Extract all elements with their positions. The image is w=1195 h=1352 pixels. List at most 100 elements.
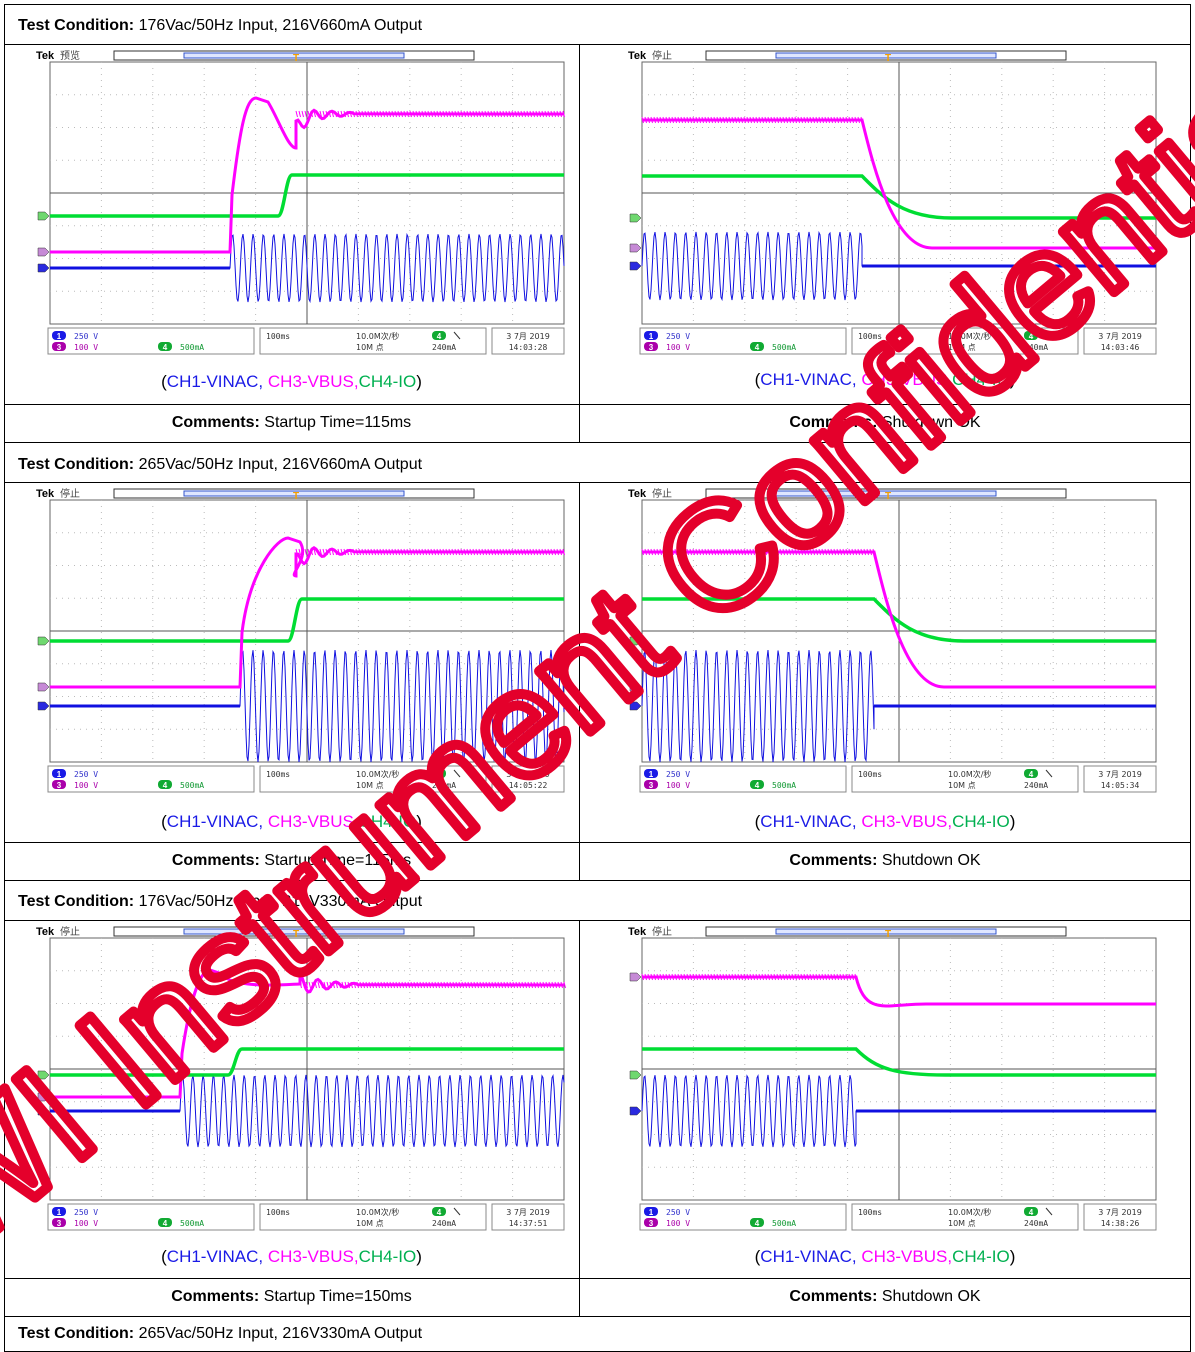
ch4-tag: [750, 1218, 764, 1227]
ch3-scale: 100 V: [74, 1219, 98, 1228]
capture-date: 3 7月 2019: [1098, 332, 1142, 341]
channel-legend: (CH1-VINAC, CH3-VBUS,CH4-IO): [161, 812, 422, 831]
ch1-ground-marker: [629, 701, 642, 711]
ch3-tag: [52, 342, 66, 351]
ch4-tag: [750, 342, 764, 351]
record-length: 10M 点: [356, 1219, 384, 1228]
ch4-ground-marker: [629, 213, 642, 223]
capture-date: 3 7月 2019: [506, 332, 550, 341]
scope-graticule: [50, 62, 564, 324]
record-view-window: [775, 490, 997, 497]
trigger-source-tag-label: 4: [1029, 1208, 1034, 1217]
sample-rate: 10.0M次/秒: [948, 331, 991, 341]
channel-scale-panel: [639, 327, 847, 355]
ch3-tag: [644, 780, 658, 789]
ch1-tag: [644, 1207, 658, 1216]
ch4-ground-marker: [629, 636, 642, 646]
channel-legend: (CH1-VINAC, CH3-VBUS,CH4-IO): [754, 812, 1016, 831]
ch1-tag: [52, 1207, 66, 1216]
oscilloscope-capture-startup: Tek 停止 T 1 250 V 3 100 V 4 500mA 100ms 10.0M次/秒 10M…: [34, 486, 568, 794]
scope-run-status: 停止: [652, 925, 672, 938]
ch1-vinac-trace: [641, 1074, 1156, 1148]
ch1-ground-marker: [629, 261, 642, 271]
trigger-position-marker: T: [293, 929, 299, 940]
datetime-panel: [1083, 327, 1157, 355]
scope-run-status: 停止: [60, 925, 80, 938]
ch4-io-trace: [50, 173, 564, 218]
table-column-divider: [579, 44, 580, 442]
scope-run-status: 停止: [60, 487, 80, 500]
channel-scale-panel: [639, 765, 847, 793]
trigger-source-tag: [432, 331, 446, 340]
ch1-scale: 250 V: [74, 770, 98, 779]
ch4-io-trace: [642, 1047, 1156, 1077]
capture-date: 3 7月 2019: [506, 1208, 550, 1217]
test-condition: Test Condition: 265Vac/50Hz Input, 216V6…: [18, 455, 422, 475]
table-rule: [4, 442, 1190, 443]
capture-time: 14:03:46: [1101, 343, 1140, 352]
scope-run-status: 停止: [652, 487, 672, 500]
test-condition: Test Condition: 176Vac/50Hz Input, 216V3…: [18, 892, 422, 912]
ch3-scale: 100 V: [74, 343, 98, 352]
timebase-panel: [259, 327, 487, 355]
timebase: 100ms: [858, 1208, 882, 1217]
ch3-scale: 100 V: [666, 1219, 690, 1228]
record-view-window: [775, 52, 997, 59]
ch1-ground-marker: [629, 1106, 642, 1116]
ch4-ground-marker: [37, 1070, 50, 1080]
ch4-ground-marker: [37, 636, 50, 646]
trigger-position-marker: T: [885, 491, 891, 502]
ch4-ground-marker: [37, 211, 50, 221]
scope-run-status: 预览: [60, 49, 80, 62]
comment-cell: Comments: Startup Time=115ms: [171, 414, 412, 431]
scope-brand: Tek: [628, 50, 647, 62]
ch1-tag: [52, 769, 66, 778]
trigger-source-tag: [1024, 1207, 1038, 1216]
ch4-scale: 500mA: [772, 343, 796, 352]
test-condition-label: Test Condition:: [18, 17, 135, 34]
ch4-io-trace: [50, 1047, 564, 1077]
oscilloscope-capture-startup: Tek 停止 T 1 250 V 3 100 V 4 500mA 100ms 10.0M次/秒 10M…: [34, 924, 568, 1232]
datetime-panel: [1083, 765, 1157, 793]
ch3-ground-marker: [37, 247, 50, 257]
capture-time: 14:38:26: [1101, 1219, 1140, 1228]
trigger-position-marker: T: [885, 53, 891, 64]
ch4-tag-label: 4: [163, 343, 168, 352]
scope-brand: Tek: [628, 488, 647, 500]
record-length: 10M 点: [356, 781, 384, 790]
ch4-tag: [158, 342, 172, 351]
trigger-source-tag: [432, 1207, 446, 1216]
ch3-ground-marker: [629, 682, 642, 692]
ch4-tag-label: 4: [163, 1219, 168, 1228]
ch3-vbus-trace: [642, 118, 1156, 250]
ch3-tag: [52, 780, 66, 789]
ch3-vbus-trace: [50, 96, 565, 254]
table-rule: [4, 404, 1190, 405]
capture-date: 3 7月 2019: [1098, 770, 1142, 779]
record-length: 10M 点: [948, 1219, 976, 1228]
trigger-level: 240mA: [432, 781, 456, 790]
ch3-tag: [644, 342, 658, 351]
ch3-vbus-trace: [50, 536, 565, 689]
ch3-tag-label: 3: [649, 343, 654, 352]
table-rule: [4, 1316, 1190, 1317]
record-length: 10M 点: [948, 343, 976, 352]
ch4-tag: [750, 780, 764, 789]
trigger-level: 240mA: [1024, 1219, 1048, 1228]
ch4-tag-label: 4: [755, 781, 760, 790]
capture-time: 14:05:22: [509, 781, 548, 790]
test-condition-label: Test Condition:: [18, 456, 135, 473]
ch4-tag: [158, 780, 172, 789]
table-rule: [4, 1278, 1190, 1279]
ch3-vbus-trace: [642, 975, 1156, 1008]
test-condition-value: 176Vac/50Hz Input, 216V330mA Output: [138, 893, 423, 910]
ch3-vbus-trace: [642, 550, 1156, 689]
record-length: 10M 点: [356, 343, 384, 352]
scope-brand: Tek: [36, 50, 55, 62]
trigger-slope-icon: [1045, 1207, 1053, 1216]
oscilloscope-capture-startup: Tek 预览 T 1 250 V 3 100 V 4 500mA 100ms 10.0M次/秒 10M…: [34, 48, 568, 356]
ch1-vinac-trace: [50, 1074, 565, 1148]
ch3-ground-marker: [629, 243, 642, 253]
ch3-ground-marker: [37, 1092, 50, 1102]
